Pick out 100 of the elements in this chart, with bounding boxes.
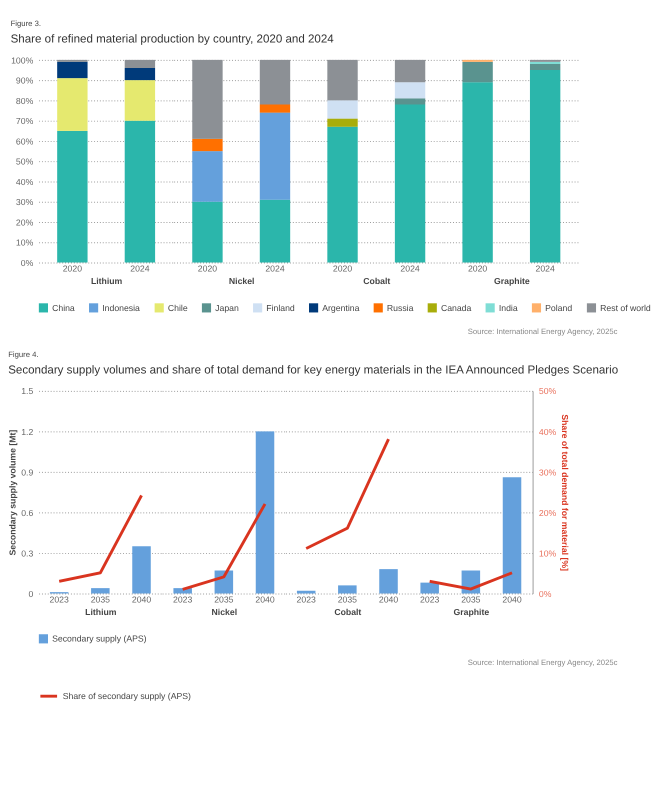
- y2-tick-label: 10%: [538, 548, 557, 558]
- x-tick-label: 2040: [255, 594, 275, 605]
- y-tick-label: 70%: [16, 116, 34, 126]
- x-tick-label: 2035: [338, 594, 358, 605]
- x-axis-title: Graphite: [494, 276, 530, 286]
- x-tick-label: 2020: [62, 264, 82, 274]
- bar: [327, 118, 358, 127]
- y-tick-label: 50%: [16, 156, 34, 167]
- x-tick-label: 2040: [378, 594, 398, 605]
- bar: [327, 126, 358, 263]
- chart-title: Share of refined material production by country, 2020 and 2024: [10, 34, 334, 46]
- legend-label: Rest of world: [600, 302, 651, 313]
- bar: [57, 62, 88, 78]
- x-axis-title: Cobalt: [334, 607, 362, 618]
- x-tick-label: 2040: [502, 594, 522, 605]
- y-tick-label: 0.9: [21, 467, 34, 478]
- bar: [462, 82, 493, 263]
- y2-tick-label: 40%: [538, 426, 557, 437]
- y-tick-label: 0.6: [21, 508, 34, 518]
- y-tick-label: 30%: [16, 197, 34, 208]
- x-axis-title: Nickel: [228, 276, 254, 286]
- bar: [91, 588, 110, 594]
- bar: [124, 68, 156, 80]
- legend-label: Japan: [215, 302, 239, 313]
- bar: [394, 60, 426, 82]
- bar: [260, 200, 290, 263]
- bar: [192, 60, 223, 139]
- y2-tick-label: 20%: [538, 508, 557, 518]
- x-tick-label: 2020: [332, 264, 352, 274]
- bar: [327, 100, 358, 119]
- y-axis-title: Secondary supply volume [Mt]: [7, 430, 18, 556]
- bar: [260, 112, 290, 200]
- x-tick-label: 2023: [420, 594, 440, 605]
- caption: Figure 4.: [8, 350, 39, 360]
- bar: [394, 104, 426, 263]
- legend-label: Finland: [266, 302, 295, 313]
- legend-label: Poland: [545, 302, 572, 313]
- x-tick-label: 2040: [132, 594, 152, 605]
- caption: Figure 3.: [10, 19, 41, 28]
- bar: [327, 60, 358, 100]
- y2-tick-label: 0%: [538, 588, 552, 599]
- x-axis-title: Nickel: [212, 607, 238, 618]
- y-tick-label: 1.5: [21, 386, 34, 396]
- y2-tick-label: 50%: [538, 386, 557, 396]
- legend-label: Chile: [168, 302, 188, 313]
- x-tick-label: 2035: [461, 594, 481, 605]
- x-tick-label: 2023: [173, 594, 192, 605]
- bar: [124, 80, 156, 121]
- x-axis-title: Lithium: [85, 607, 117, 618]
- bar: [124, 60, 156, 68]
- legend-label: Canada: [440, 302, 472, 313]
- x-tick-label: 2035: [90, 594, 110, 605]
- source-note: Source: International Energy Agency, 2025c: [468, 326, 618, 336]
- y-tick-label: 0: [28, 588, 34, 599]
- bar: [124, 120, 156, 263]
- bar: [530, 70, 560, 263]
- legend-label: India: [498, 302, 518, 313]
- y-tick-label: 10%: [16, 238, 34, 248]
- bar: [192, 151, 223, 202]
- text: Secondary supply volumes and share of total demand for key energy materials in the IEA Announced Pledges Scenario: [8, 364, 618, 376]
- y-tick-label: 90%: [16, 76, 34, 86]
- legend-label: China: [52, 302, 75, 313]
- x-axis-title: Lithium: [90, 276, 123, 286]
- y-tick-label: 40%: [16, 176, 34, 187]
- x-tick-label: 2024: [130, 264, 150, 274]
- legend-label: Share of secondary supply (APS): [62, 691, 192, 702]
- x-tick-label: 2023: [50, 594, 69, 605]
- bar: [132, 546, 151, 594]
- bar: [192, 202, 223, 263]
- bar: [462, 62, 493, 82]
- x-tick-label: 2020: [468, 264, 488, 274]
- x-axis-title: Graphite: [454, 607, 490, 618]
- legend-label: Secondary supply (APS): [52, 634, 147, 644]
- x-axis-title: Cobalt: [363, 276, 390, 286]
- bar: [394, 82, 426, 98]
- x-tick-label: 2024: [536, 264, 555, 274]
- x-tick-label: 2024: [400, 264, 420, 274]
- x-tick-label: 2035: [214, 594, 234, 605]
- bar: [57, 78, 88, 131]
- source-note: Source: International Energy Agency, 2025c: [468, 658, 618, 667]
- y-tick-label: 0.3: [21, 548, 34, 558]
- bar: [394, 98, 426, 104]
- bar: [192, 138, 223, 152]
- x-tick-label: 2024: [265, 264, 285, 274]
- x-tick-label: 2023: [296, 594, 316, 605]
- y-tick-label: 80%: [16, 96, 34, 106]
- bar: [260, 60, 290, 104]
- legend-label: Argentina: [322, 302, 360, 313]
- bar: [530, 64, 560, 70]
- bar: [57, 130, 88, 263]
- x-tick-label: 2020: [198, 264, 218, 274]
- y2-axis-title: Share of total demand for material [%]: [560, 414, 570, 572]
- legend-label: Indonesia: [102, 302, 140, 313]
- y-tick-label: 20%: [16, 217, 34, 228]
- bar: [260, 104, 290, 113]
- y-tick-label: 0%: [20, 258, 34, 268]
- y-tick-label: 100%: [11, 55, 34, 66]
- y-tick-label: 1.2: [21, 426, 34, 437]
- legend-label: Russia: [386, 302, 414, 313]
- y2-tick-label: 30%: [538, 467, 557, 478]
